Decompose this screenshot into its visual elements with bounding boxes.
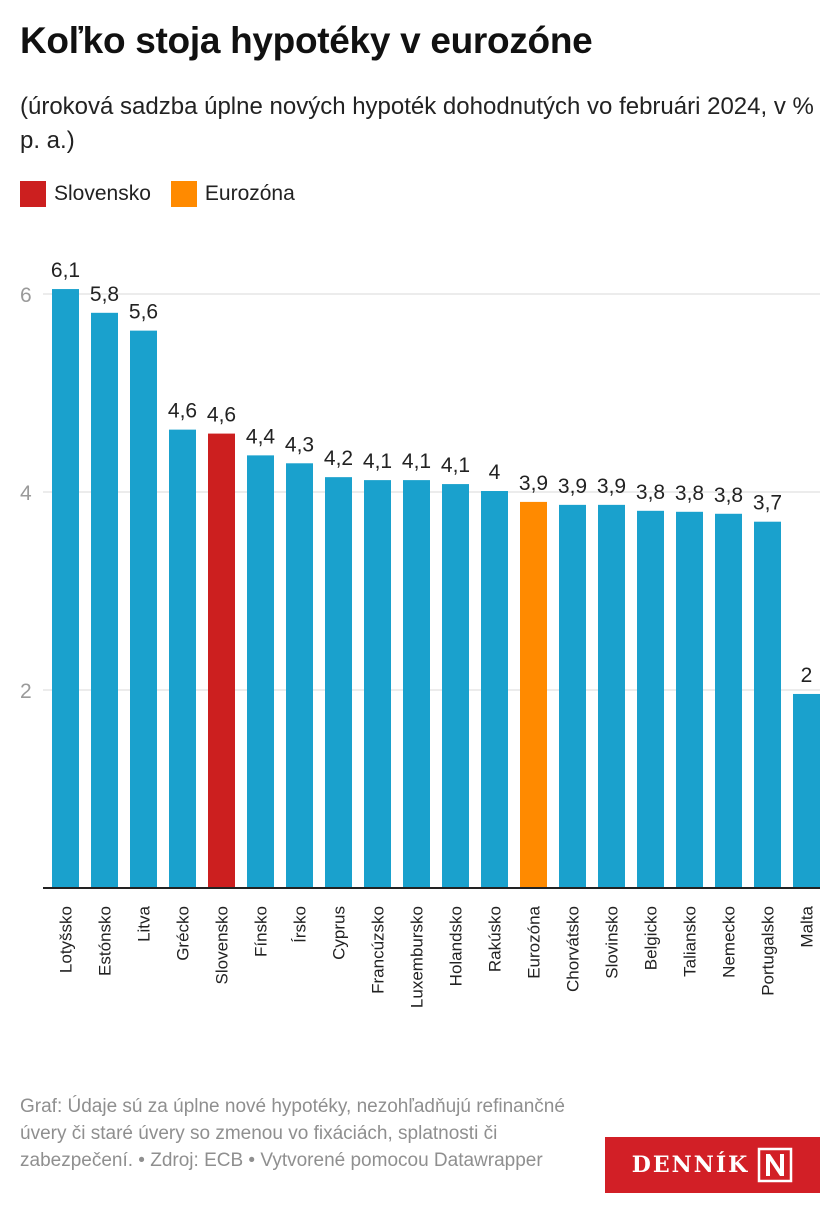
bar-17 <box>715 513 742 888</box>
bar-10 <box>442 484 469 888</box>
value-label: 3,8 <box>714 484 743 507</box>
x-tick-label: Taliansko <box>681 906 700 977</box>
value-label: 3,7 <box>753 492 782 515</box>
logo-text: DENNÍK <box>631 1152 750 1178</box>
x-tick-label: Chorvátsko <box>564 906 583 992</box>
value-label: 3,8 <box>636 481 665 504</box>
legend-label-slovensko: Slovensko <box>54 182 151 205</box>
bar-12 <box>520 501 547 888</box>
x-axis-labels: Lotyšsko Estónsko Litva Grécko Slovensko Fíns… <box>57 905 817 1008</box>
dennik-n-logo: DENNÍK <box>605 1137 820 1193</box>
x-tick-label: Lotyšsko <box>57 906 76 973</box>
value-label: 4,4 <box>246 425 276 448</box>
value-label: 4,3 <box>285 433 314 456</box>
bar-18 <box>754 521 781 888</box>
x-tick-label: Malta <box>798 905 817 947</box>
x-tick-label: Litva <box>135 905 154 941</box>
bar-8 <box>364 480 391 888</box>
y-tick-label: 6 <box>20 284 32 307</box>
x-tick-label: Eurozóna <box>525 905 544 978</box>
bar-1 <box>91 312 118 888</box>
x-tick-label: Slovensko <box>213 906 232 984</box>
x-tick-label: Cyprus <box>330 906 349 960</box>
value-labels: 6,1 5,8 5,6 4,6 4,6 4,4 4,3 4,2 4,1 4,1 4,1 4 3,9 3,9… <box>51 259 812 687</box>
value-label: 4 <box>489 461 501 484</box>
x-tick-label: Luxembursko <box>408 906 427 1008</box>
value-label: 4,6 <box>207 404 236 427</box>
value-label: 5,8 <box>90 283 119 306</box>
bar-3 <box>169 429 196 888</box>
value-label: 4,1 <box>441 454 470 477</box>
value-label: 5,6 <box>129 301 158 324</box>
bar-4 <box>208 433 235 888</box>
bar-2 <box>130 330 157 888</box>
bar-14 <box>598 504 625 888</box>
value-label: 3,9 <box>519 472 548 495</box>
bar-chart: 2 4 6 6,1 5,8 5,6 4,6 4,6 4,4 4,3 4,2 4,1 4,1 4,1 4 3,… <box>20 259 820 1008</box>
x-tick-label: Slovinsko <box>603 906 622 979</box>
value-label: 4,1 <box>402 450 431 473</box>
value-label: 3,8 <box>675 482 704 505</box>
value-label: 6,1 <box>51 259 80 282</box>
bar-13 <box>559 504 586 888</box>
x-tick-label: Francúzsko <box>369 906 388 994</box>
bar-11 <box>481 491 508 888</box>
legend-item-eurozona: Eurozóna <box>170 181 295 207</box>
chart-title: Koľko stoja hypotéky v eurozóne <box>20 20 593 61</box>
logo-n-mark <box>757 1147 793 1183</box>
bar-0 <box>52 289 79 888</box>
legend: Slovensko Eurozóna <box>20 181 295 207</box>
bar-15 <box>637 510 664 888</box>
bar-16 <box>676 511 703 888</box>
value-label: 4,1 <box>363 450 392 473</box>
footer-note: Graf: Údaje sú za úplne nové hypotéky, n… <box>20 1096 565 1171</box>
x-tick-label: Grécko <box>174 906 193 961</box>
x-tick-label: Portugalsko <box>759 906 778 996</box>
legend-item-slovensko: Slovensko <box>20 181 151 207</box>
chart-subtitle: (úroková sadzba úplne nových hypoték doh… <box>20 93 814 154</box>
y-tick-label: 4 <box>20 482 32 505</box>
value-label: 3,9 <box>558 475 587 498</box>
bar-7 <box>325 477 352 888</box>
x-tick-label: Holandsko <box>447 906 466 986</box>
x-tick-label: Estónsko <box>96 906 115 976</box>
bar-6 <box>286 463 313 888</box>
x-tick-label: Fínsko <box>252 906 271 957</box>
value-label: 4,6 <box>168 400 197 423</box>
x-tick-label: Nemecko <box>720 906 739 978</box>
value-label: 4,2 <box>324 447 353 470</box>
bar-19 <box>793 693 820 888</box>
value-label: 3,9 <box>597 475 626 498</box>
x-tick-label: Írsko <box>291 906 310 943</box>
legend-swatch-eurozona <box>170 181 197 207</box>
legend-swatch-slovensko <box>20 181 46 207</box>
bar-5 <box>247 455 274 888</box>
y-tick-label: 2 <box>20 680 32 703</box>
bars <box>52 289 820 888</box>
legend-label-eurozona: Eurozóna <box>204 182 295 205</box>
x-tick-label: Rakúsko <box>486 906 505 972</box>
x-tick-label: Belgicko <box>642 906 661 970</box>
value-label: 2 <box>801 664 813 687</box>
bar-9 <box>403 480 430 888</box>
